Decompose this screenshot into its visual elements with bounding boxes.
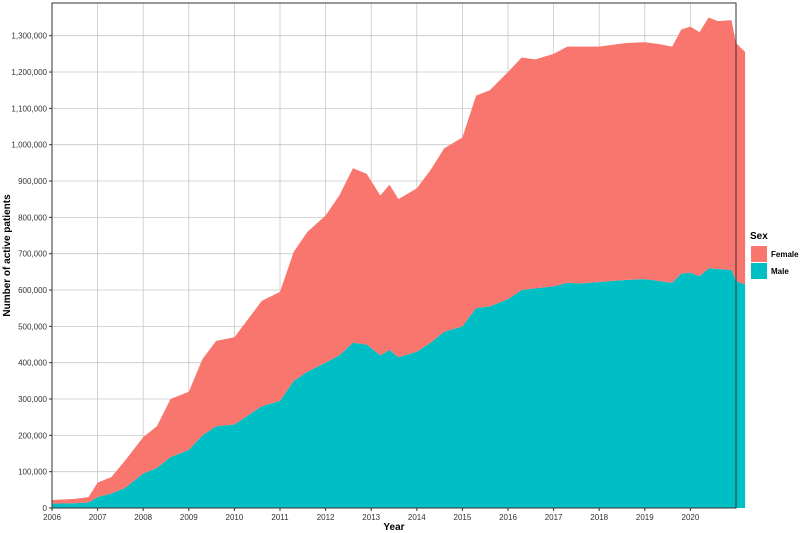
- x-tick-label: 2020: [682, 513, 700, 522]
- y-tick-label: 300,000: [18, 395, 47, 404]
- x-tick-label: 2007: [89, 513, 107, 522]
- legend-label-male: Male: [771, 267, 789, 276]
- legend: Sex Female Male: [750, 231, 799, 279]
- y-axis-title: Number of active patients: [2, 194, 13, 317]
- y-tick-label: 600,000: [18, 286, 47, 295]
- x-tick-label: 2018: [590, 513, 608, 522]
- x-tick-label: 2017: [545, 513, 563, 522]
- area-female: [52, 17, 746, 504]
- y-tick-label: 1,300,000: [11, 32, 47, 41]
- y-tick-label: 500,000: [18, 322, 47, 331]
- y-tick-label: 100,000: [18, 468, 47, 477]
- x-tick-label: 2009: [180, 513, 198, 522]
- y-tick-label: 1,200,000: [11, 68, 47, 77]
- x-axis-title: Year: [383, 522, 404, 533]
- legend-label-female: Female: [771, 250, 799, 259]
- x-tick-label: 2016: [499, 513, 517, 522]
- x-tick-label: 2010: [226, 513, 244, 522]
- y-tick-label: 400,000: [18, 359, 47, 368]
- x-tick-label: 2006: [43, 513, 61, 522]
- y-tick-label: 700,000: [18, 250, 47, 259]
- y-tick-label: 0: [43, 504, 48, 513]
- x-tick-label: 2011: [271, 513, 289, 522]
- x-axis-ticks: 2006 2007 2008 2009 2010 2011 2012 2013 2014 2015…: [43, 508, 700, 522]
- x-tick-label: 2014: [408, 513, 426, 522]
- y-tick-label: 800,000: [18, 213, 47, 222]
- legend-key-female: [751, 246, 767, 262]
- x-tick-label: 2013: [362, 513, 380, 522]
- legend-title: Sex: [750, 231, 768, 242]
- area-series: [52, 17, 746, 508]
- y-tick-label: 1,100,000: [11, 104, 47, 113]
- y-tick-label: 200,000: [18, 431, 47, 440]
- x-tick-label: 2008: [134, 513, 152, 522]
- y-tick-label: 900,000: [18, 177, 47, 186]
- x-tick-label: 2019: [636, 513, 654, 522]
- x-tick-label: 2015: [454, 513, 472, 522]
- legend-key-male: [751, 263, 767, 279]
- y-tick-label: 1,000,000: [11, 141, 47, 150]
- y-axis-ticks: 0 100,000 200,000 300,000 400,000 500,000 600,…: [11, 32, 52, 513]
- x-tick-label: 2012: [317, 513, 335, 522]
- plot-panel-border: [51, 2, 737, 509]
- area-male: [52, 268, 746, 508]
